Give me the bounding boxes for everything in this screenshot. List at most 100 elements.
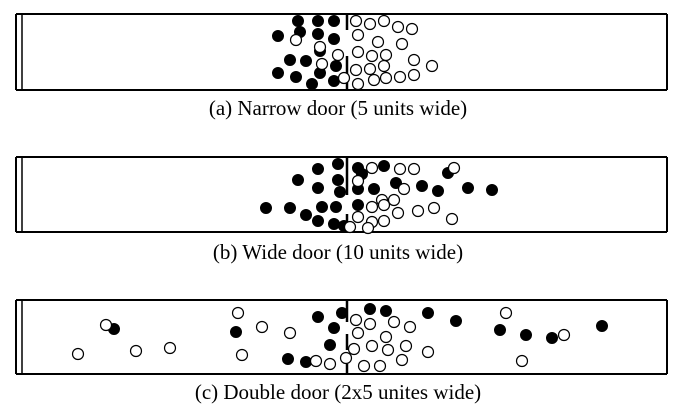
pedestrian-filled bbox=[272, 67, 284, 79]
pedestrian-filled bbox=[324, 339, 336, 351]
pedestrian-hollow bbox=[393, 70, 407, 84]
pedestrian-filled bbox=[390, 177, 402, 189]
pedestrian-hollow bbox=[391, 206, 405, 220]
pedestrian-filled bbox=[300, 209, 312, 221]
pedestrian-filled bbox=[334, 186, 346, 198]
pedestrian-hollow bbox=[129, 344, 143, 358]
pedestrian-hollow bbox=[421, 345, 435, 359]
pedestrian-filled bbox=[312, 163, 324, 175]
pedestrian-hollow bbox=[365, 161, 379, 175]
corridor-a bbox=[15, 13, 668, 91]
corridor-c bbox=[15, 299, 668, 375]
pedestrian-hollow bbox=[349, 63, 363, 77]
pedestrian-filled bbox=[450, 315, 462, 327]
pedestrian-filled bbox=[328, 322, 340, 334]
pedestrian-hollow bbox=[387, 193, 401, 207]
pedestrian-hollow bbox=[309, 354, 323, 368]
pedestrian-hollow bbox=[351, 326, 365, 340]
pedestrian-filled bbox=[486, 184, 498, 196]
pedestrian-filled bbox=[284, 54, 296, 66]
pedestrian-hollow bbox=[379, 48, 393, 62]
pedestrian-hollow bbox=[447, 161, 461, 175]
pedestrian-hollow bbox=[99, 318, 113, 332]
panel-a: (a) Narrow door (5 units wide) bbox=[0, 0, 676, 125]
pedestrian-filled bbox=[272, 30, 284, 42]
pedestrian-filled bbox=[596, 320, 608, 332]
pedestrian-hollow bbox=[387, 315, 401, 329]
pedestrian-filled bbox=[364, 303, 376, 315]
pedestrian-hollow bbox=[351, 77, 365, 91]
pedestrian-hollow bbox=[427, 201, 441, 215]
caption-a: (a) Narrow door (5 units wide) bbox=[208, 96, 468, 120]
pedestrian-filled bbox=[332, 158, 344, 170]
pedestrian-filled bbox=[312, 215, 324, 227]
pedestrian-hollow bbox=[377, 214, 391, 228]
pedestrian-hollow bbox=[351, 28, 365, 42]
pedestrian-filled bbox=[282, 353, 294, 365]
pedestrian-hollow bbox=[323, 357, 337, 371]
pedestrian-hollow bbox=[399, 339, 413, 353]
pedestrian-hollow bbox=[365, 339, 379, 353]
pedestrian-filled bbox=[336, 307, 348, 319]
pedestrian-filled bbox=[380, 305, 392, 317]
pedestrian-filled bbox=[332, 174, 344, 186]
pedestrian-filled bbox=[260, 202, 272, 214]
pedestrian-hollow bbox=[499, 306, 513, 320]
pedestrian-filled bbox=[520, 329, 532, 341]
caption-b: (b) Wide door (10 units wide) bbox=[212, 240, 464, 264]
pedestrian-filled bbox=[328, 218, 340, 230]
pedestrian-hollow bbox=[351, 45, 365, 59]
pedestrian-filled bbox=[416, 180, 428, 192]
pedestrian-hollow bbox=[379, 330, 393, 344]
pedestrian-filled bbox=[316, 201, 328, 213]
pedestrian-hollow bbox=[445, 212, 459, 226]
pedestrian-hollow bbox=[393, 162, 407, 176]
pedestrian-filled bbox=[328, 33, 340, 45]
pedestrian-hollow bbox=[391, 20, 405, 34]
pedestrian-hollow bbox=[395, 353, 409, 367]
pedestrian-hollow bbox=[351, 174, 365, 188]
pedestrian-hollow bbox=[357, 359, 371, 373]
pedestrian-hollow bbox=[371, 35, 385, 49]
pedestrian-hollow bbox=[515, 354, 529, 368]
pedestrian-hollow bbox=[363, 17, 377, 31]
pedestrian-filled bbox=[352, 199, 364, 211]
pedestrian-filled bbox=[300, 356, 312, 368]
pedestrian-hollow bbox=[255, 320, 269, 334]
caption-c: (c) Double door (2x5 unites wide) bbox=[194, 380, 482, 404]
pedestrian-filled bbox=[330, 60, 342, 72]
pedestrian-hollow bbox=[377, 59, 391, 73]
pedestrian-filled bbox=[432, 185, 444, 197]
panel-c: (c) Double door (2x5 unites wide) bbox=[0, 292, 676, 408]
pedestrian-filled bbox=[312, 15, 324, 27]
panel-b: (b) Wide door (10 units wide) bbox=[0, 150, 676, 270]
pedestrian-hollow bbox=[365, 49, 379, 63]
pedestrian-filled bbox=[422, 307, 434, 319]
pedestrian-hollow bbox=[381, 343, 395, 357]
pedestrian-filled bbox=[312, 28, 324, 40]
pedestrian-hollow bbox=[411, 204, 425, 218]
pedestrian-hollow bbox=[367, 73, 381, 87]
pedestrian-hollow bbox=[349, 14, 363, 28]
pedestrian-hollow bbox=[407, 68, 421, 82]
pedestrian-hollow bbox=[339, 351, 353, 365]
pedestrian-hollow bbox=[337, 71, 351, 85]
pedestrian-hollow bbox=[405, 22, 419, 36]
pedestrian-hollow bbox=[315, 57, 329, 71]
pedestrian-hollow bbox=[347, 342, 361, 356]
pedestrian-filled bbox=[378, 160, 390, 172]
pedestrian-hollow bbox=[397, 182, 411, 196]
pedestrian-hollow bbox=[163, 341, 177, 355]
pedestrian-hollow bbox=[377, 198, 391, 212]
pedestrian-filled bbox=[546, 332, 558, 344]
pedestrian-filled bbox=[306, 78, 318, 90]
pedestrian-filled bbox=[328, 75, 340, 87]
corridor-b bbox=[15, 156, 668, 235]
pedestrian-hollow bbox=[373, 359, 387, 373]
pedestrian-hollow bbox=[361, 221, 375, 235]
pedestrian-hollow bbox=[349, 313, 363, 327]
pedestrian-hollow bbox=[379, 71, 393, 85]
pedestrian-hollow bbox=[71, 347, 85, 361]
pedestrian-hollow bbox=[351, 210, 365, 224]
pedestrian-hollow bbox=[331, 48, 345, 62]
